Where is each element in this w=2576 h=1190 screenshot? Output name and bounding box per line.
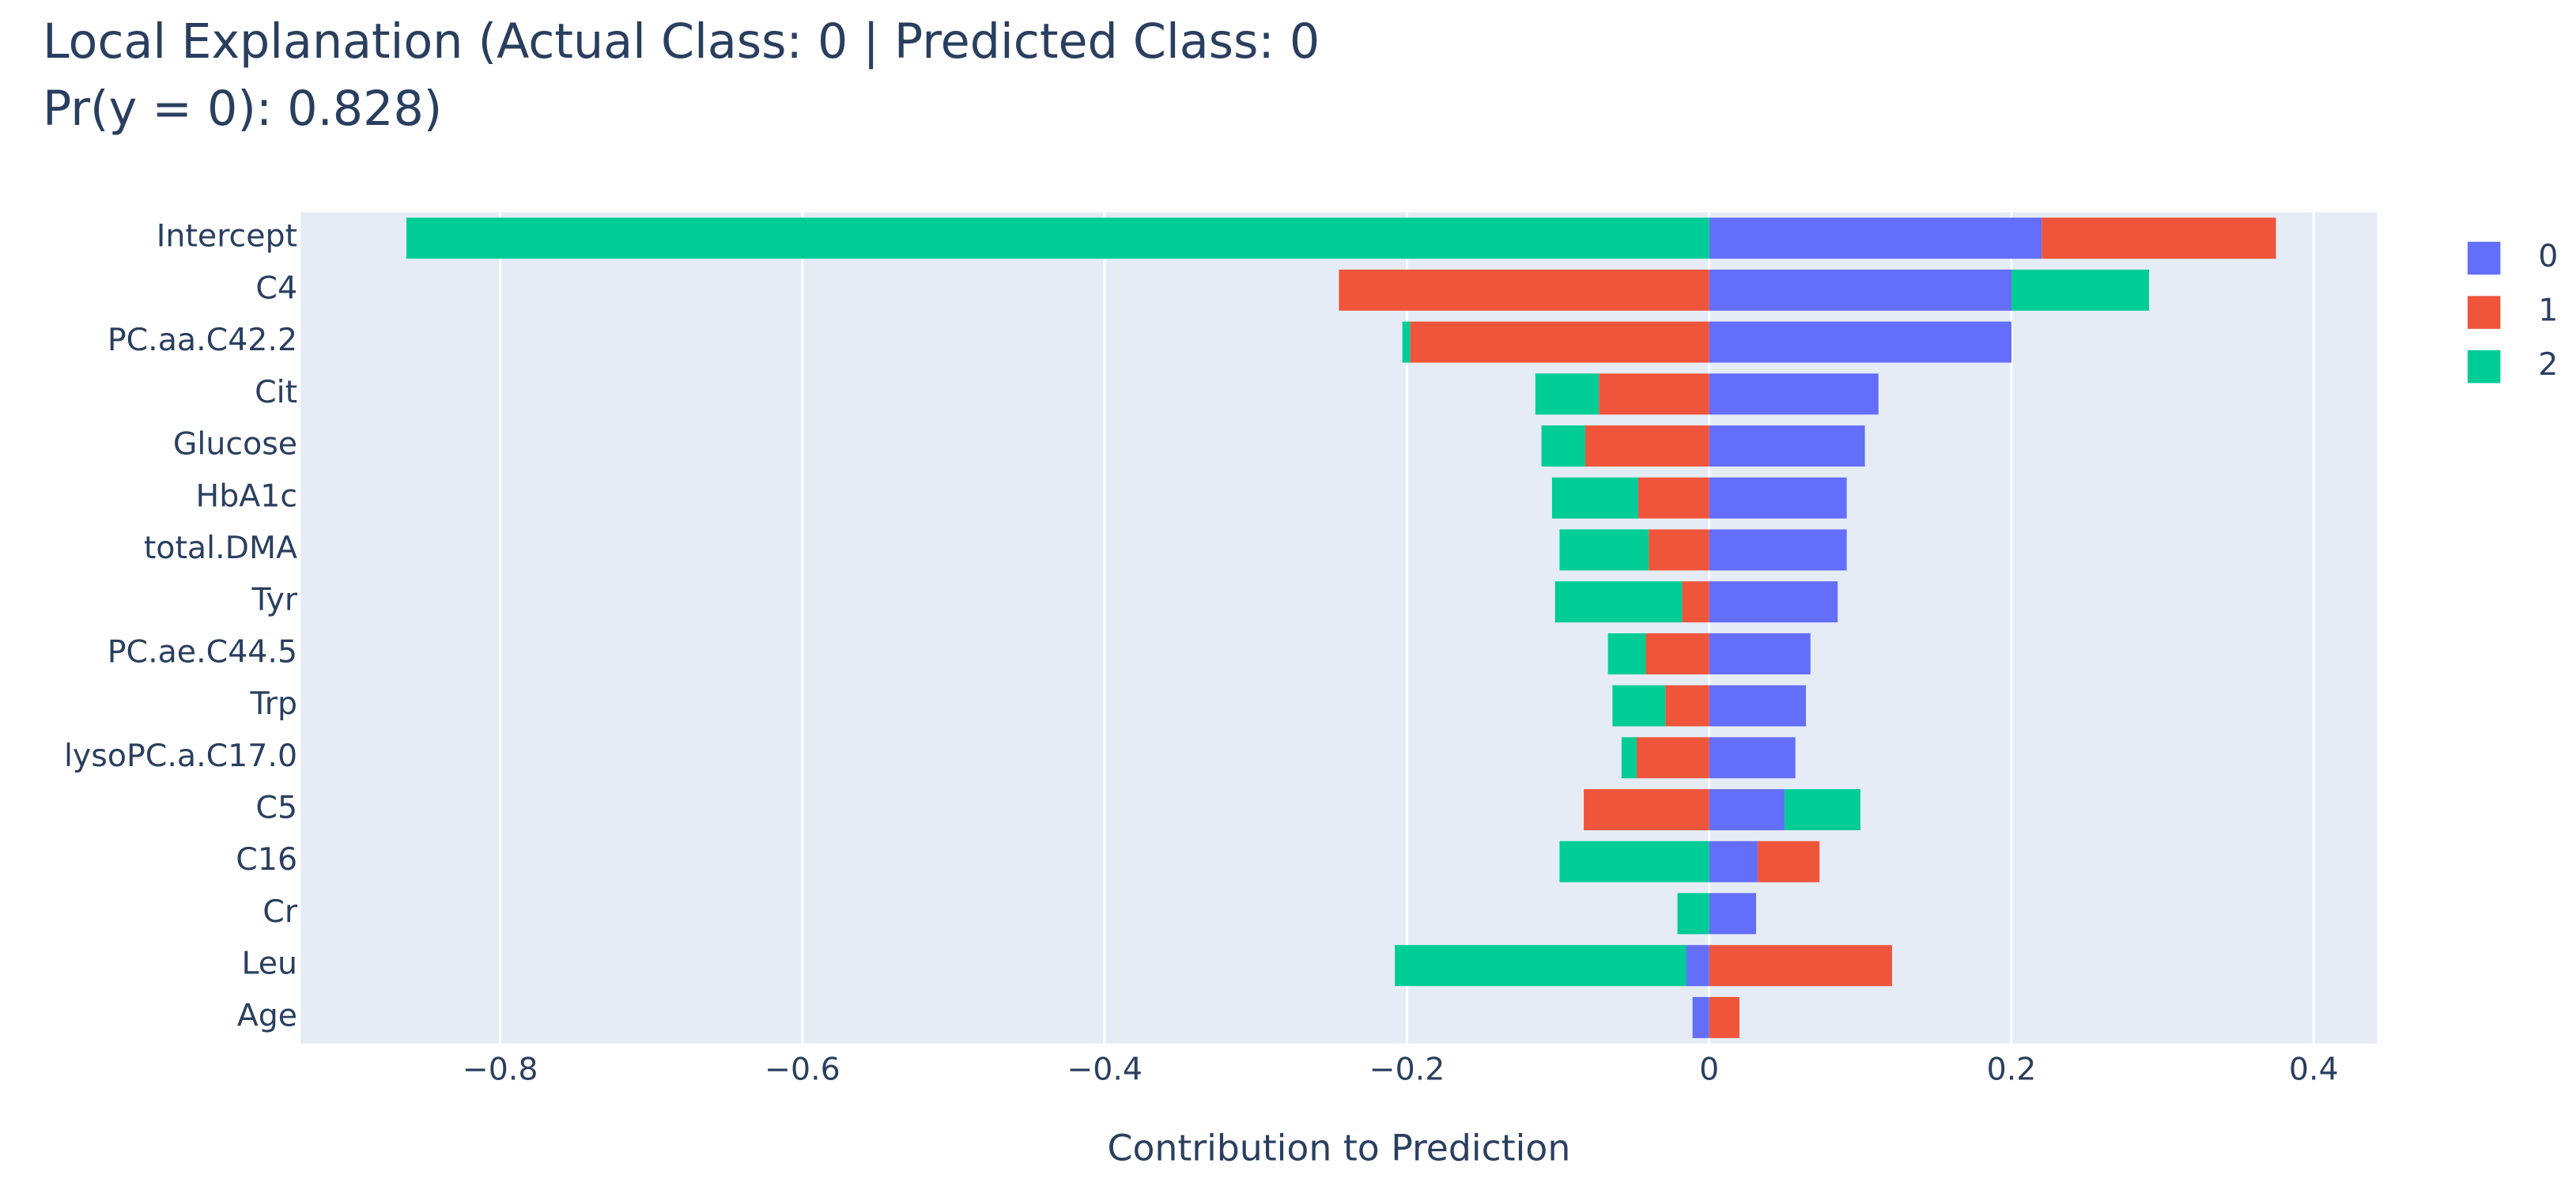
bar [1682,581,1709,623]
y-tick-label: Glucose [173,426,297,463]
legend-swatch [2467,241,2501,275]
bar [1692,996,1709,1038]
bar [1677,893,1709,935]
y-tick-label: Cr [263,893,298,930]
bar [1757,841,1820,882]
y-tick-label: Age [237,997,297,1033]
bar [1709,425,1865,467]
x-tick-label: −0.2 [1369,1052,1445,1088]
x-tick-label: −0.6 [765,1052,840,1088]
bar [1709,945,1893,987]
bar [2042,217,2276,259]
bar [1709,373,1879,415]
bar [1551,477,1638,519]
y-tick-label: Cit [255,374,297,410]
bar [1559,841,1709,882]
bar [1709,737,1796,779]
bar [1709,581,1838,623]
bar [1554,581,1683,623]
bar [2011,269,2149,311]
bar [1709,217,2042,259]
x-tick-label: 0 [1699,1052,1719,1088]
bar [1402,321,1411,363]
bar [1785,789,1860,831]
bar [1637,477,1709,519]
x-tick-label: −0.8 [463,1052,538,1088]
bar [1410,321,1709,363]
y-tick-label: C5 [255,790,297,826]
legend-label: 2 [2538,346,2558,383]
bar [1709,321,2012,363]
bar [1395,945,1687,987]
bar [1686,945,1709,987]
legend-label: 1 [2538,293,2558,329]
bar [1649,529,1709,571]
bar [406,217,1709,259]
bar [1709,685,1807,727]
bar [1621,737,1637,779]
bar [1709,633,1811,674]
bar [1709,996,1739,1038]
legend-label: 0 [2538,238,2558,274]
y-tick-label: Tyr [251,582,298,618]
bar [1584,789,1709,831]
bar [1612,685,1666,727]
x-axis-title: Contribution to Prediction [1108,1127,1571,1169]
bar [1559,529,1649,571]
bar [1585,425,1709,467]
y-tick-label: Intercept [157,218,297,255]
y-tick-label: total.DMA [144,530,297,566]
y-tick-label: HbA1c [196,478,298,514]
y-tick-label: PC.aa.C42.2 [108,322,297,358]
legend-swatch [2467,349,2501,383]
chart-title: Pr(y = 0): 0.828) [43,81,442,137]
bar [1636,737,1709,779]
y-tick-label: C16 [236,841,297,878]
bar [1709,529,1847,571]
bar [1541,425,1585,467]
bar [1709,841,1758,882]
chart-title: Local Explanation (Actual Class: 0 | Pre… [43,14,1320,70]
bar [1709,269,2012,311]
y-tick-label: Leu [241,946,297,982]
bar [1599,373,1709,415]
y-tick-label: C4 [255,270,297,306]
bar [1645,633,1709,674]
legend-swatch [2467,296,2501,329]
bar [1709,893,1756,935]
y-tick-label: Trp [249,686,297,722]
y-tick-label: lysoPC.a.C17.0 [64,738,297,774]
plot-area [300,212,2378,1044]
x-tick-label: −0.4 [1067,1052,1143,1088]
bar [1339,269,1709,311]
bar [1607,633,1646,674]
bar [1709,477,1847,519]
bar [1535,373,1600,415]
bar [1709,789,1785,831]
x-tick-label: 0.2 [1987,1052,2037,1088]
y-tick-label: PC.ae.C44.5 [108,633,297,670]
x-tick-label: 0.4 [2289,1052,2339,1088]
bar [1665,685,1709,727]
